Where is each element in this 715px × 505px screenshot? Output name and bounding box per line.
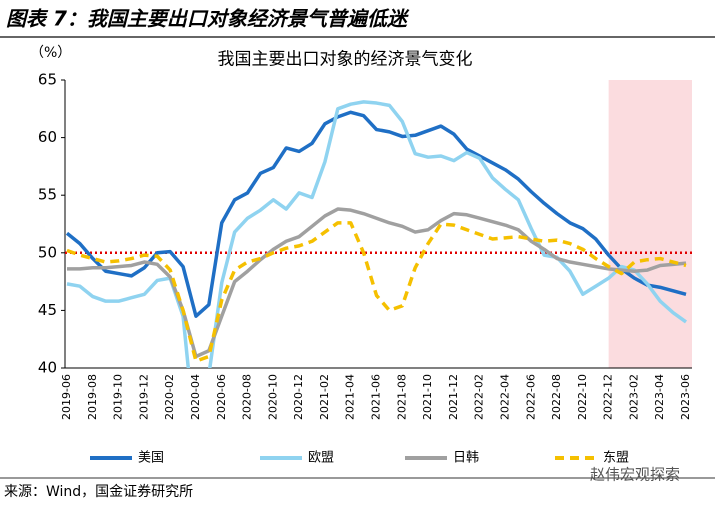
series-line [67, 207, 687, 359]
plot-area [65, 100, 688, 368]
legend-label: 东盟 [603, 451, 629, 466]
chart-title: 我国主要出口对象的经济景气变化 [218, 50, 473, 70]
x-tick-label: 2022-08 [550, 374, 563, 420]
x-tick-label: 2022-10 [576, 374, 589, 420]
legend-label: 美国 [138, 451, 164, 466]
source-note: 来源：Wind，国金证券研究所 [4, 484, 193, 500]
x-tick-label: 2021-06 [370, 374, 383, 420]
x-tick-label: 2022-12 [602, 374, 615, 420]
x-tick-label: 2020-02 [163, 374, 176, 420]
x-tick-label: 2019-06 [60, 374, 73, 420]
y-tick-label: 55 [38, 186, 57, 204]
x-tick-label: 2020-06 [215, 374, 228, 420]
x-tick-label: 2022-04 [498, 374, 511, 420]
x-tick-label: 2020-04 [189, 374, 202, 420]
x-tick-label: 2021-12 [447, 374, 460, 420]
x-tick-label: 2019-10 [112, 374, 125, 420]
y-tick-label: 60 [38, 128, 57, 146]
x-tick-label: 2020-08 [241, 374, 254, 420]
watermark: 赵伟宏观探索 [590, 466, 680, 484]
x-tick-label: 2022-02 [473, 374, 486, 420]
y-tick-label: 45 [38, 301, 57, 319]
x-tick-label: 2022-06 [524, 374, 537, 420]
x-tick-label: 2023-06 [679, 374, 692, 420]
legend-label: 日韩 [453, 451, 479, 466]
x-tick-label: 2019-12 [137, 374, 150, 420]
y-tick-label: 40 [38, 359, 57, 377]
x-tick-label: 2021-02 [318, 374, 331, 420]
x-tick-label: 2023-02 [627, 374, 640, 420]
x-tick-label: 2021-04 [344, 374, 357, 420]
legend-label: 欧盟 [308, 451, 334, 466]
x-tick-label: 2021-08 [395, 374, 408, 420]
series-line [65, 110, 687, 318]
y-axis-label: （%） [30, 45, 71, 61]
x-tick-label: 2019-08 [86, 374, 99, 420]
shaded-period [608, 80, 692, 368]
x-tick-label: 2021-10 [421, 374, 434, 420]
series-line [66, 221, 687, 363]
page-title: 图表 7：我国主要出口对象经济景气普遍低迷 [6, 7, 410, 31]
x-tick-label: 2023-04 [653, 374, 666, 420]
x-tick-label: 2020-12 [292, 374, 305, 420]
x-tick-label: 2020-10 [266, 374, 279, 420]
y-tick-label: 50 [38, 243, 57, 261]
y-tick-label: 65 [38, 71, 57, 89]
